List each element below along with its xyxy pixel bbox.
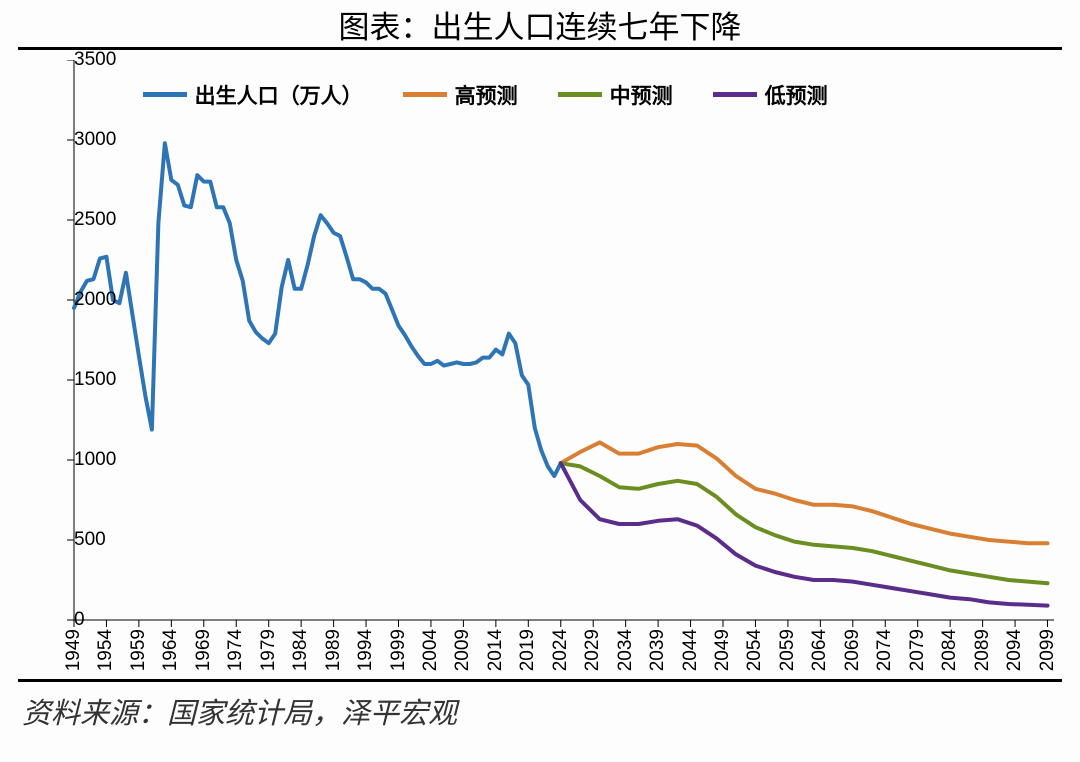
legend-item: 出生人口（万人） — [143, 80, 363, 110]
x-tick-label: 2084 — [939, 629, 961, 671]
source-line: 资料来源：国家统计局，泽平宏观 — [0, 682, 1080, 732]
legend-swatch — [143, 92, 187, 97]
x-tick-label: 2094 — [1004, 629, 1026, 671]
plot-area: 0500100015002000250030003500194919541959… — [24, 60, 1064, 675]
x-tick-label: 1979 — [258, 629, 280, 671]
legend-label: 出生人口（万人） — [195, 80, 363, 110]
series-line — [561, 442, 1048, 543]
x-tick-label: 2074 — [874, 629, 896, 671]
x-tick-label: 2019 — [517, 629, 539, 671]
legend-label: 中预测 — [610, 80, 673, 110]
x-tick-label: 2034 — [615, 629, 637, 671]
x-tick-label: 2044 — [680, 629, 702, 671]
rule-top — [18, 47, 1062, 50]
legend-label: 高预测 — [455, 80, 518, 110]
x-tick-label: 2004 — [420, 629, 442, 671]
x-tick-label: 1984 — [290, 629, 312, 671]
figure-container: 图表：出生人口连续七年下降 05001000150020002500300035… — [0, 0, 1080, 762]
x-tick-label: 1949 — [63, 629, 85, 671]
legend-swatch — [713, 92, 757, 97]
series-line — [74, 143, 561, 476]
x-tick-label: 2059 — [777, 629, 799, 671]
chart-svg — [24, 60, 1064, 675]
x-tick-label: 2054 — [744, 629, 766, 671]
legend-swatch — [403, 92, 447, 97]
legend-item: 低预测 — [713, 80, 828, 110]
x-tick-label: 2049 — [712, 629, 734, 671]
chart-title: 图表：出生人口连续七年下降 — [339, 10, 742, 45]
x-tick-label: 2079 — [907, 629, 929, 671]
x-tick-label: 2089 — [972, 629, 994, 671]
legend-swatch — [558, 92, 602, 97]
x-tick-label: 1974 — [225, 629, 247, 671]
x-tick-label: 2009 — [452, 629, 474, 671]
x-tick-label: 1994 — [355, 629, 377, 671]
x-tick-label: 1964 — [160, 629, 182, 671]
legend: 出生人口（万人） 高预测 中预测 低预测 — [143, 80, 828, 110]
series-line — [561, 463, 1048, 605]
x-tick-label: 1969 — [193, 629, 215, 671]
x-tick-label: 2029 — [582, 629, 604, 671]
x-tick-label: 1989 — [323, 629, 345, 671]
x-tick-label: 2039 — [647, 629, 669, 671]
legend-item: 高预测 — [403, 80, 518, 110]
title-bar: 图表：出生人口连续七年下降 — [0, 0, 1080, 47]
x-tick-label: 2024 — [550, 629, 572, 671]
legend-label: 低预测 — [765, 80, 828, 110]
x-tick-label: 2064 — [809, 629, 831, 671]
x-tick-label: 1954 — [95, 629, 117, 671]
x-tick-label: 1959 — [128, 629, 150, 671]
x-tick-label: 2099 — [1037, 629, 1059, 671]
x-tick-label: 2069 — [842, 629, 864, 671]
legend-item: 中预测 — [558, 80, 673, 110]
x-tick-label: 2014 — [485, 629, 507, 671]
x-tick-label: 1999 — [388, 629, 410, 671]
